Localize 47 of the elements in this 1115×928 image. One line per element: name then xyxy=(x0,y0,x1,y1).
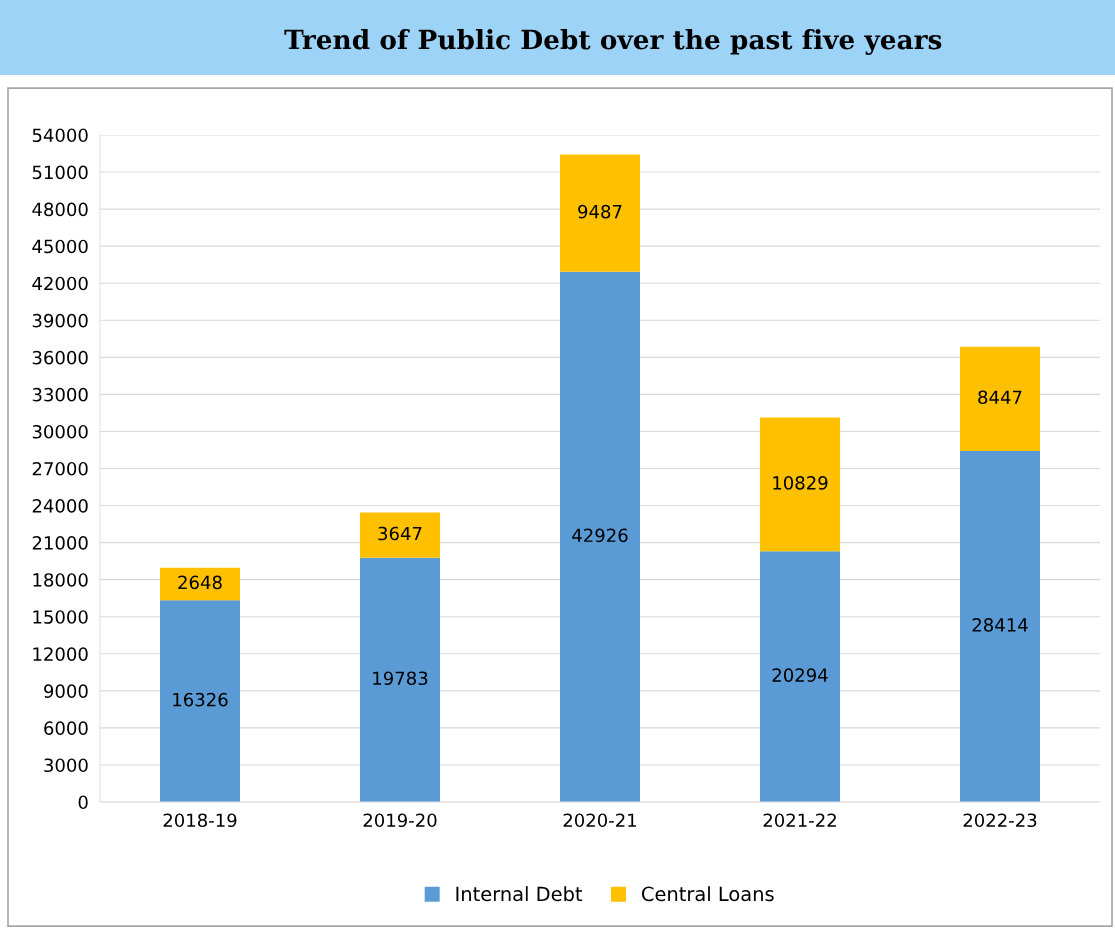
legend-label: Central Loans xyxy=(641,886,774,902)
data-label: 9487 xyxy=(578,204,622,219)
data-label: 3647 xyxy=(378,526,422,541)
bar xyxy=(560,154,640,272)
bar xyxy=(560,271,640,802)
y-tick-label: 6000 xyxy=(44,721,88,736)
y-tick-label: 0 xyxy=(78,795,88,810)
y-tick-label: 27000 xyxy=(32,461,88,476)
bar xyxy=(960,451,1040,802)
x-tick-label: 2018-19 xyxy=(163,813,237,828)
data-label: 20294 xyxy=(772,668,828,682)
data-label: 42926 xyxy=(572,528,628,543)
y-tick-label: 48000 xyxy=(32,202,88,217)
y-tick-label: 33000 xyxy=(32,387,88,402)
x-tick-label: 2020-21 xyxy=(563,813,637,828)
y-tick-label: 15000 xyxy=(33,610,88,624)
data-label: 10829 xyxy=(773,476,828,490)
y-tick-label: 3000 xyxy=(44,758,88,773)
y-tick-label: 24000 xyxy=(32,499,88,513)
y-tick-label: 51000 xyxy=(32,165,88,180)
bar xyxy=(760,551,840,802)
x-tick-label: 2022-23 xyxy=(963,813,1037,828)
y-tick-label: 36000 xyxy=(32,350,88,365)
y-tick-label: 42000 xyxy=(32,276,88,291)
y-tick-label: 30000 xyxy=(32,424,88,439)
bar xyxy=(360,557,440,802)
bar xyxy=(160,567,240,601)
legend-label: Internal Debt xyxy=(456,886,583,902)
data-label: 16326 xyxy=(173,692,228,707)
x-tick-label: 2021-22 xyxy=(763,813,836,828)
data-label: 19783 xyxy=(373,671,428,686)
bar xyxy=(360,512,440,558)
y-tick-label: 9000 xyxy=(44,684,88,698)
y-tick-label: 54000 xyxy=(32,128,88,143)
data-label: 8447 xyxy=(978,390,1022,405)
y-tick-label: 39000 xyxy=(32,313,88,328)
chart-title: Trend of Public Debt over the past five years xyxy=(284,29,942,55)
bar xyxy=(160,600,240,802)
data-label: 28414 xyxy=(972,618,1028,632)
bar xyxy=(760,417,840,552)
y-tick-label: 21000 xyxy=(32,536,88,550)
bar xyxy=(960,346,1040,452)
x-tick-label: 2019-20 xyxy=(363,813,437,828)
y-tick-label: 18000 xyxy=(33,573,88,587)
y-tick-label: 45000 xyxy=(32,239,88,254)
y-tick-label: 12000 xyxy=(33,647,88,661)
data-label: 2648 xyxy=(178,575,222,590)
